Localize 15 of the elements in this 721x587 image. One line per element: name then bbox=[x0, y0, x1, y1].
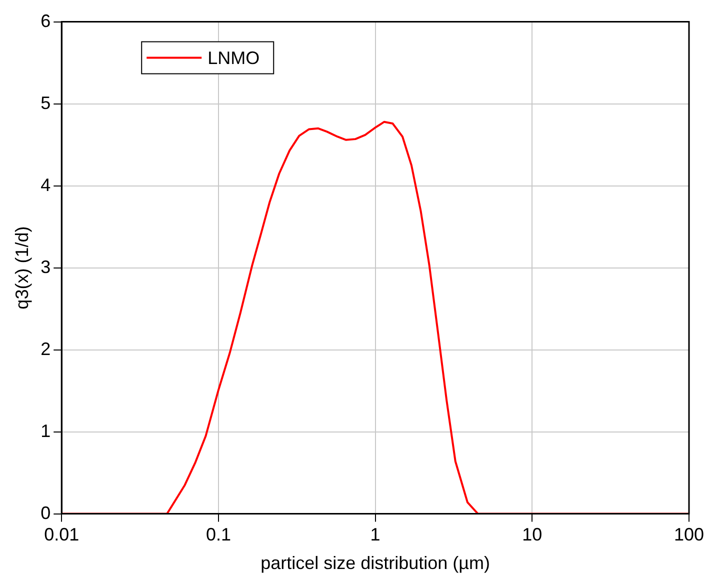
y-axis-title: q3(x) (1/d) bbox=[12, 226, 32, 310]
y-tick-label: 1 bbox=[40, 420, 51, 441]
y-tick-label: 6 bbox=[40, 10, 51, 31]
legend-label: LNMO bbox=[208, 48, 260, 68]
y-tick-label: 2 bbox=[40, 338, 51, 359]
y-tick-label: 0 bbox=[40, 502, 51, 523]
x-tick-label: 10 bbox=[522, 524, 542, 545]
x-tick-label: 1 bbox=[370, 524, 380, 545]
y-tick-label: 3 bbox=[40, 256, 51, 277]
y-tick-label: 4 bbox=[40, 174, 51, 195]
x-tick-label: 100 bbox=[674, 524, 704, 545]
x-axis-title: particel size distribution (µm) bbox=[260, 553, 490, 574]
x-tick-label: 0.1 bbox=[206, 524, 231, 545]
y-tick-label: 5 bbox=[40, 92, 51, 113]
x-tick-label: 0.01 bbox=[44, 524, 80, 545]
